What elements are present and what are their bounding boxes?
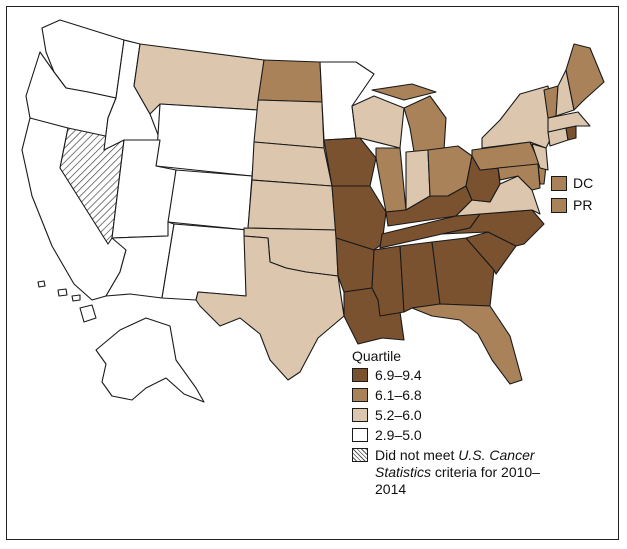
legend-label-q4: 2.9–5.0 xyxy=(375,427,422,443)
state-ia xyxy=(323,137,377,187)
legend-swatch-q4 xyxy=(352,428,368,442)
legend-swatch-q3 xyxy=(352,408,368,422)
legend-item-q2: 6.1–6.8 xyxy=(352,387,552,407)
legend-title: Quartile xyxy=(352,348,402,364)
state-ny xyxy=(481,85,555,149)
state-fl xyxy=(411,303,523,385)
legend-item-not-met: Did not meet U.S. Cancer Statistics crit… xyxy=(352,447,552,498)
legend-label-q2: 6.1–6.8 xyxy=(375,387,422,403)
state-nm xyxy=(161,223,249,301)
state-me xyxy=(565,43,605,111)
legend-item-q1: 6.9–9.4 xyxy=(352,367,552,387)
state-sd xyxy=(253,99,325,149)
state-nc xyxy=(441,209,545,247)
legend-note-pre: Did not meet xyxy=(375,447,459,463)
inset-pr-swatch xyxy=(551,197,567,213)
inset-dc-label: DC xyxy=(573,175,594,191)
state-co xyxy=(167,169,253,231)
us-map xyxy=(21,19,605,403)
territory-insets: DC PR xyxy=(551,172,593,216)
legend-swatch-not-met xyxy=(352,448,368,462)
inset-pr: PR xyxy=(551,194,593,216)
state-nd xyxy=(257,59,323,103)
state-mt xyxy=(133,43,265,115)
state-ne xyxy=(251,141,333,187)
state-sc xyxy=(465,231,517,275)
state-ma xyxy=(547,111,591,133)
legend: Quartile 6.9–9.4 6.1–6.8 5.2–6.0 2.9–5.0… xyxy=(352,348,552,498)
legend-item-q3: 5.2–6.0 xyxy=(352,407,552,427)
state-tx xyxy=(195,235,345,381)
legend-item-q4: 2.9–5.0 xyxy=(352,427,552,447)
inset-dc: DC xyxy=(551,172,593,194)
legend-note-post: criteria for 2010–2014 xyxy=(375,464,540,497)
inset-pr-label: PR xyxy=(573,197,593,213)
state-ks xyxy=(247,179,337,231)
state-ak xyxy=(95,317,205,403)
legend-label-q1: 6.9–9.4 xyxy=(375,367,422,383)
legend-label-not-met: Did not meet U.S. Cancer Statistics crit… xyxy=(375,447,550,498)
legend-swatch-q2 xyxy=(352,388,368,402)
state-ga xyxy=(431,237,495,307)
inset-dc-swatch xyxy=(551,175,567,191)
legend-label-q3: 5.2–6.0 xyxy=(375,407,422,423)
legend-note-italic: U.S. Cancer Statistics xyxy=(375,447,535,480)
legend-swatch-q1 xyxy=(352,368,368,382)
state-az xyxy=(105,221,175,299)
state-hi xyxy=(37,280,97,323)
state-wy xyxy=(155,103,259,177)
